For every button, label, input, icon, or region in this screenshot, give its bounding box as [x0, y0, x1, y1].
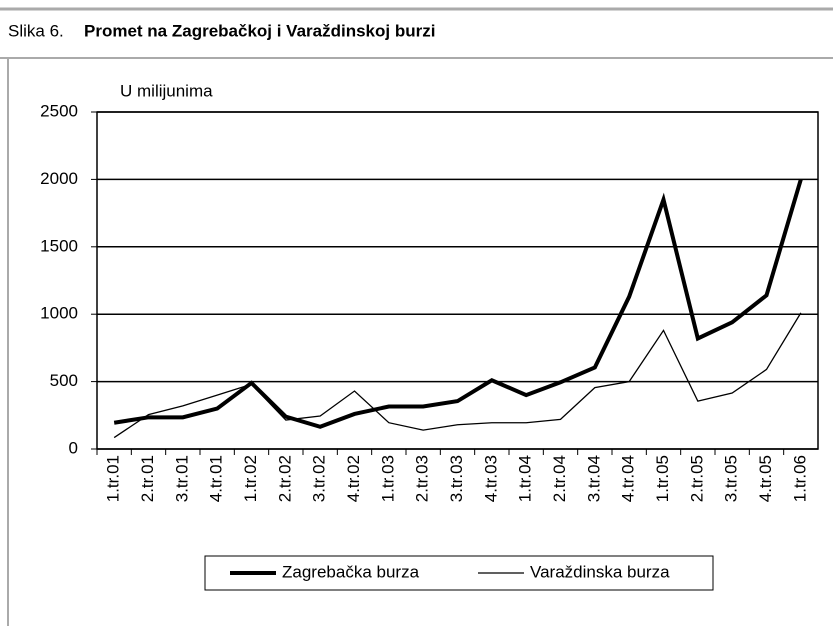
x-tick-label: 4.tr.02	[344, 455, 363, 502]
y-tick-label: 2000	[40, 169, 78, 188]
x-tick-label: 4.tr.01	[207, 455, 226, 502]
x-tick-label: 3.tr.03	[447, 455, 466, 502]
figure-label: Slika 6.	[8, 21, 64, 40]
x-tick-label: 1.tr.06	[790, 455, 809, 502]
y-axis-label: U milijunima	[120, 81, 213, 100]
x-tick-label: 3.tr.02	[310, 455, 329, 502]
x-tick-label: 4.tr.03	[481, 455, 500, 502]
y-tick-label: 0	[69, 438, 78, 457]
chart-title: Promet na Zagrebačkoj i Varaždinskoj bur…	[84, 21, 435, 40]
x-tick-label: 1.tr.01	[104, 455, 123, 502]
x-tick-label: 3.tr.01	[172, 455, 191, 502]
y-tick-label: 1500	[40, 236, 78, 255]
y-tick-label: 500	[50, 371, 78, 390]
x-tick-label: 2.tr.04	[550, 455, 569, 502]
plot-frame	[96, 111, 819, 450]
x-tick-label: 1.tr.02	[241, 455, 260, 502]
legend-label: Zagrebačka burza	[282, 562, 420, 581]
x-tick-label: 1.tr.04	[516, 455, 535, 502]
y-tick-label: 2500	[40, 101, 78, 120]
legend-box	[204, 555, 714, 591]
x-tick-label: 1.tr.03	[378, 455, 397, 502]
y-tick-label: 1000	[40, 304, 78, 323]
x-tick-label: 4.tr.04	[619, 455, 638, 502]
series-line	[113, 178, 803, 429]
x-tick-label: 2.tr.03	[413, 455, 432, 502]
series-line	[113, 312, 802, 439]
legend-label: Varaždinska burza	[530, 562, 670, 581]
x-tick-label: 3.tr.04	[584, 455, 603, 502]
x-tick-label: 2.tr.02	[275, 455, 294, 502]
x-tick-label: 1.tr.05	[653, 455, 672, 502]
x-tick-label: 4.tr.05	[756, 455, 775, 502]
x-tick-label: 2.tr.01	[138, 455, 157, 502]
x-tick-label: 3.tr.05	[722, 455, 741, 502]
x-tick-label: 2.tr.05	[687, 455, 706, 502]
